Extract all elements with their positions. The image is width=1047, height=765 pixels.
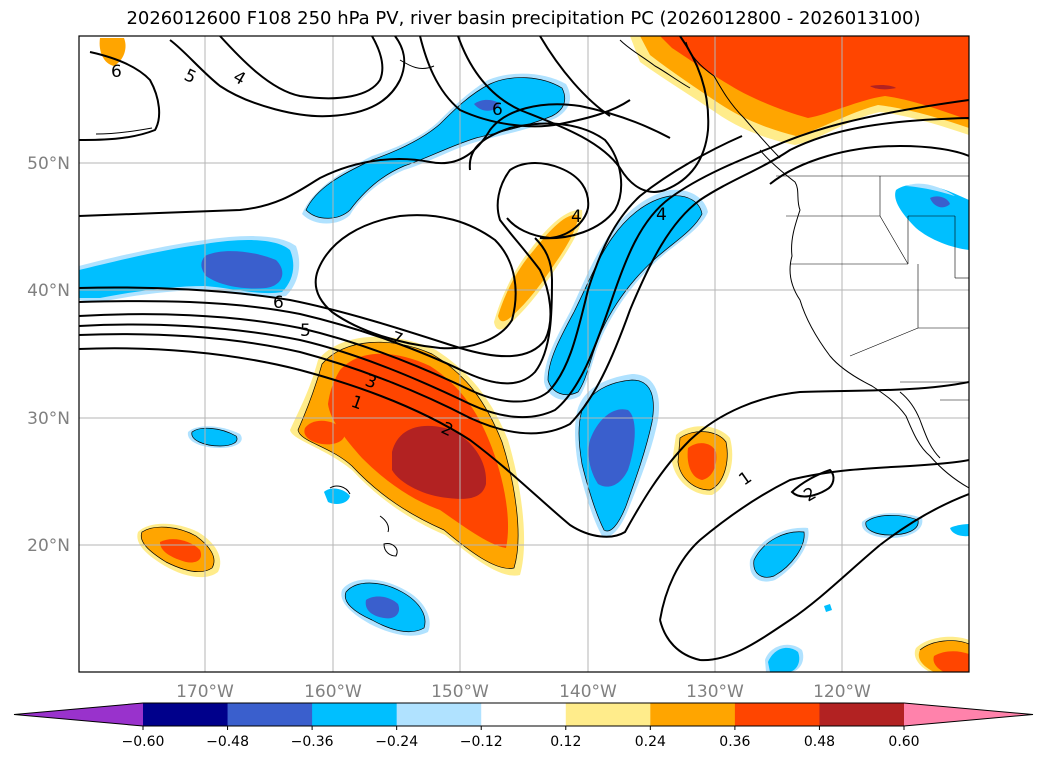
pv-contour-10: [219, 36, 384, 100]
pv-contour-1: [79, 347, 969, 538]
lat-axis-labels: 50°N 40°N 30°N 20°N: [27, 154, 70, 556]
precip-field: [79, 36, 969, 672]
colorbar-tick-label: 0.48: [804, 734, 835, 750]
colorbar-swatch: [396, 703, 482, 726]
colorbar-extend-low: [14, 703, 143, 726]
pv-contour-13: [539, 36, 611, 117]
contour-label: 6: [273, 293, 284, 313]
contour-label: 4: [656, 205, 667, 225]
pos-anomaly-central-max: [392, 425, 487, 499]
colorbar-tick-label: 0.60: [888, 734, 919, 750]
colorbar-swatch: [819, 703, 905, 726]
pv-contour-3: [79, 99, 969, 419]
colorbar-tick-label: −0.48: [206, 734, 249, 750]
colorbar-extend-high: [904, 703, 1033, 726]
pv-contour-15: [468, 122, 623, 240]
lat-label: 20°N: [27, 536, 70, 556]
colorbar-tick-label: −0.12: [460, 734, 503, 750]
pv-contour-16: [659, 459, 969, 621]
colorbar-tick-label: 0.36: [719, 734, 750, 750]
contour-label: 6: [492, 100, 503, 120]
colorbar-tick-label: −0.60: [122, 734, 165, 750]
lon-label: 120°W: [813, 682, 871, 702]
colorbar-swatch: [734, 703, 820, 726]
colorbar-tick-label: 0.24: [635, 734, 666, 750]
lat-label: 40°N: [27, 281, 70, 301]
lat-label: 30°N: [27, 409, 70, 429]
colorbar-swatch: [312, 703, 398, 726]
pv-contour-5: [79, 237, 554, 385]
contour-label: 5: [300, 321, 311, 341]
lon-label: 140°W: [559, 682, 617, 702]
colorbar-swatch: [227, 703, 313, 726]
pv-contour-6: [79, 162, 590, 358]
lon-label: 150°W: [431, 682, 489, 702]
colorbar-swatch: [143, 703, 229, 726]
plot-area: 6 5 4 6 4 6 5 7 3 1 2 1 2 4: [79, 36, 969, 672]
lat-label: 50°N: [27, 154, 70, 174]
colorbar-tick-label: −0.24: [375, 734, 418, 750]
colorbar-tick-label: 0.12: [550, 734, 581, 750]
political-borders: [776, 175, 969, 401]
lon-label: 130°W: [686, 682, 744, 702]
colorbar-tick-label: −0.36: [291, 734, 334, 750]
pv-contours: [79, 36, 969, 662]
pv-contour-19: [769, 144, 969, 185]
pv-contour-8: [79, 51, 161, 141]
colorbar-swatch: [650, 703, 736, 726]
pv-contour-7: [79, 103, 671, 217]
coastlines: [95, 39, 969, 557]
graticule: [79, 36, 969, 672]
pv-contour-17: [659, 493, 969, 662]
colorbar-swatch: [481, 703, 567, 726]
pv-contour-4: [79, 135, 743, 403]
pv-contour-18: [790, 468, 835, 498]
map-title: 2026012600 F108 250 hPa PV, river basin …: [126, 8, 921, 29]
contour-label: 4: [571, 207, 582, 227]
shading-outlines: [140, 77, 969, 651]
colorbar: −0.60 −0.48 −0.36 −0.24 −0.12 0.12 0.24 0.36 0.4…: [13, 702, 1034, 750]
plot-frame: [78, 35, 970, 673]
pv-contour-2: [79, 117, 969, 435]
lon-axis-labels: 170°W 160°W 150°W 140°W 130°W 120°W: [176, 682, 871, 702]
pv-contour-9: [169, 36, 406, 118]
pv-contour-14: [314, 214, 517, 350]
pv-contour-12: [457, 36, 710, 193]
lon-label: 170°W: [176, 682, 234, 702]
pv-contour-11: [419, 36, 631, 128]
colorbar-swatch: [565, 703, 651, 726]
contour-label: 6: [111, 62, 122, 82]
lon-label: 160°W: [304, 682, 362, 702]
